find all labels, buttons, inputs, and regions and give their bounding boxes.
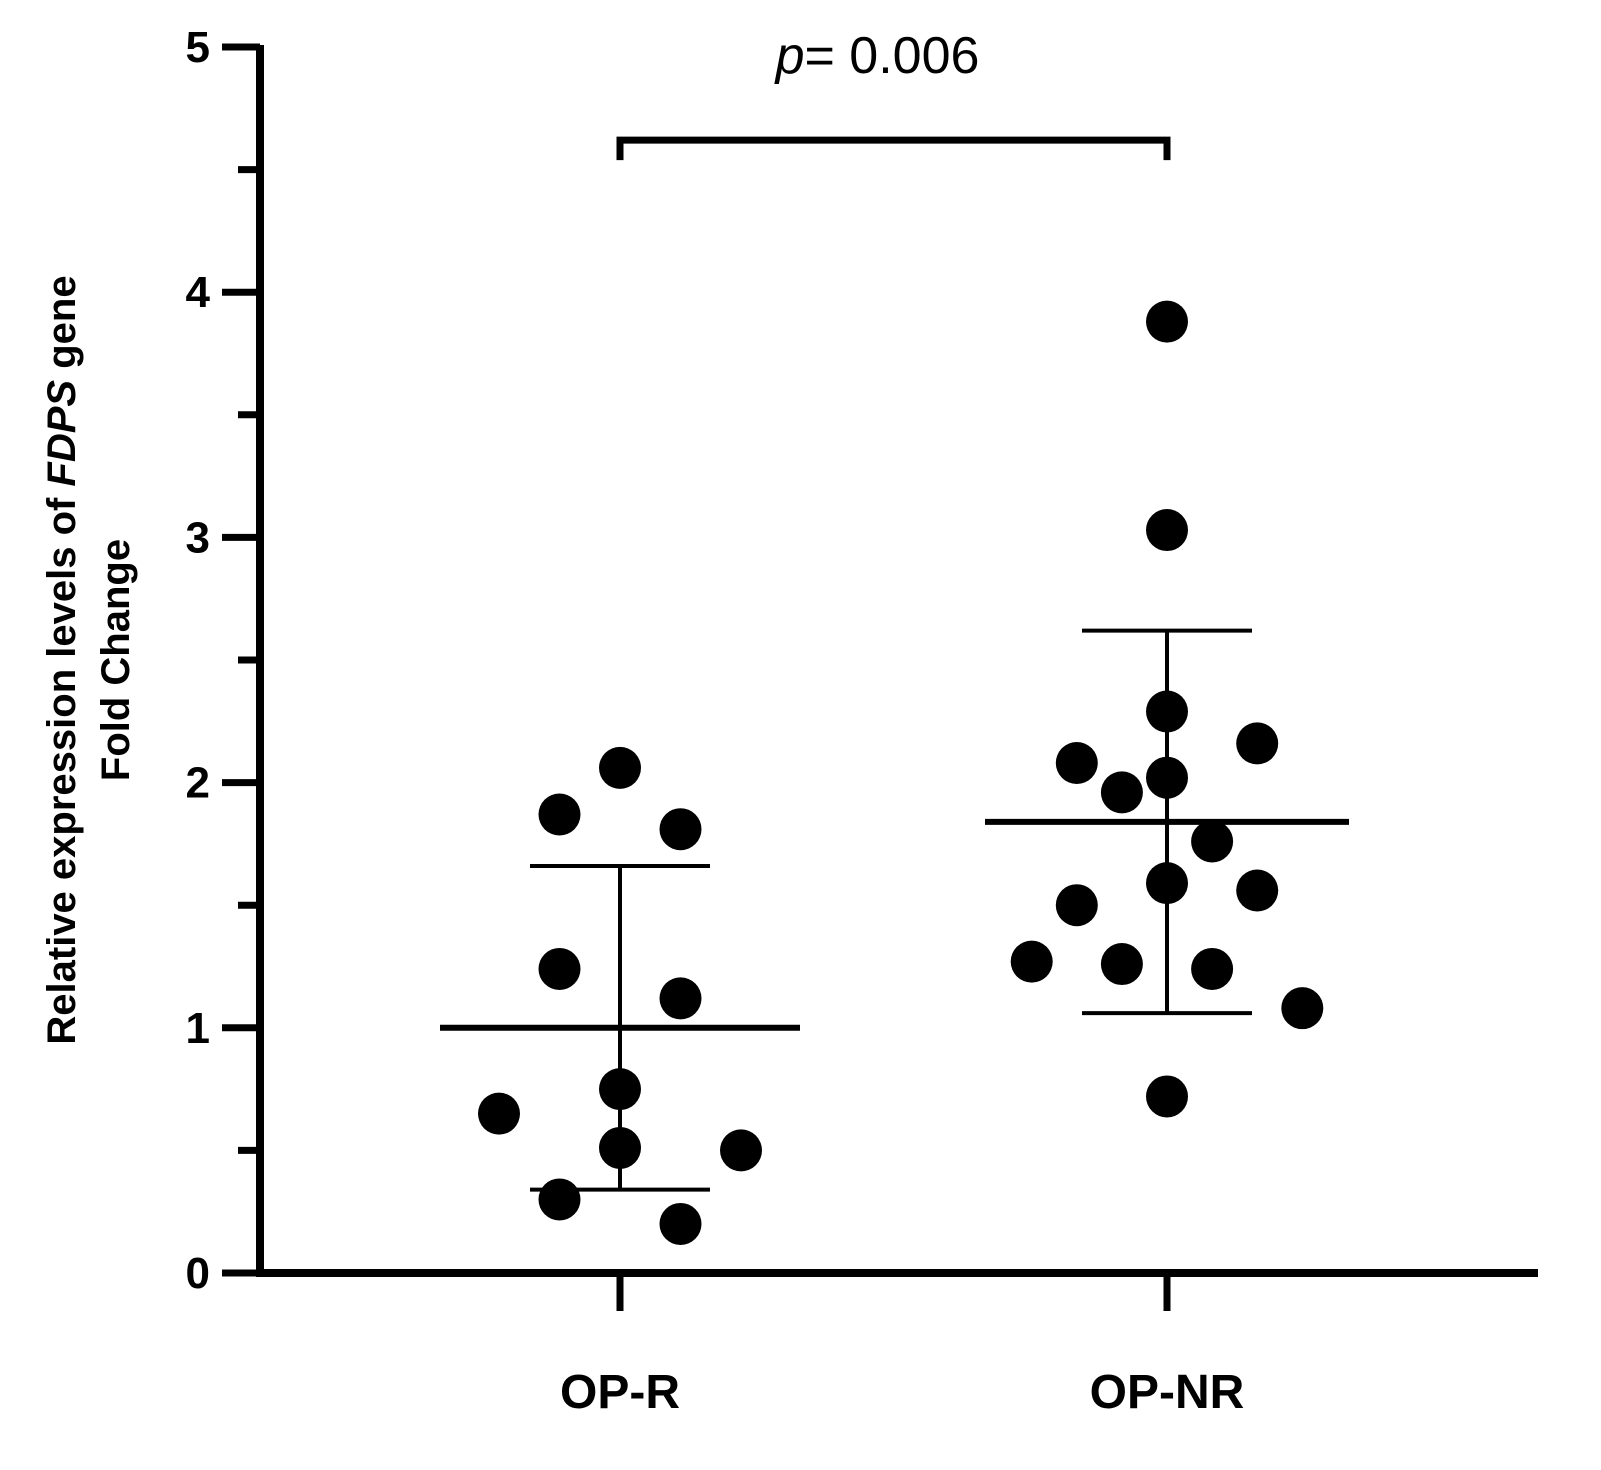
data-point (659, 977, 702, 1020)
data-point (1236, 722, 1279, 765)
data-point (599, 746, 641, 789)
y-axis-label-line2: Fold Change (94, 539, 138, 781)
labels: OP-R OP-NR Relative expression levels of… (40, 27, 1244, 1419)
y-tick-label: 1 (186, 1004, 210, 1053)
significance-bracket (616, 136, 1171, 161)
y-tick-label: 3 (186, 513, 210, 562)
y-tick-label: 5 (186, 23, 210, 72)
data-point (1055, 884, 1098, 927)
data-point (538, 793, 581, 836)
bracket-line (616, 136, 1171, 161)
p-value-annotation: p= 0.006 (774, 27, 980, 85)
x-category-label-op-r: OP-R (560, 1366, 680, 1419)
series-op-r (440, 746, 800, 1245)
data-point (1281, 987, 1324, 1030)
data-point (659, 1202, 702, 1245)
data-point (1010, 940, 1053, 983)
y-axis-label-gene: FDPS (40, 380, 84, 487)
data-point (478, 1092, 520, 1135)
y-axis-label-post: gene (40, 275, 84, 379)
data-point (599, 1126, 641, 1169)
data-point (1146, 862, 1188, 905)
axes: 0 1 2 3 4 5 (186, 23, 1538, 1311)
y-tick-label: 2 (186, 759, 210, 808)
data-marks (440, 136, 1349, 1245)
data-point (1055, 741, 1098, 784)
data-point (1100, 943, 1143, 986)
series-op-nr (985, 300, 1349, 1118)
data-point (1191, 947, 1234, 990)
data-point (1146, 690, 1188, 733)
p-value-text: = 0.006 (804, 27, 979, 85)
y-tick-label: 4 (186, 268, 211, 317)
data-point (1100, 771, 1143, 814)
y-tick-label: 0 (186, 1249, 210, 1298)
y-axis-label-pre: Relative expression levels of (40, 487, 84, 1045)
data-point (1146, 756, 1188, 799)
data-point (1146, 1075, 1188, 1118)
data-point (1146, 509, 1188, 552)
p-value-symbol: p (774, 27, 805, 85)
data-point (1236, 869, 1279, 912)
y-axis-label-line1: Relative expression levels of FDPS gene (40, 275, 84, 1044)
data-point (538, 947, 581, 990)
data-point (1191, 820, 1234, 863)
data-point (659, 808, 702, 851)
data-point (538, 1178, 581, 1221)
data-point (1146, 300, 1188, 343)
data-point (720, 1129, 762, 1172)
data-point (599, 1068, 641, 1111)
x-category-label-op-nr: OP-NR (1090, 1366, 1245, 1419)
